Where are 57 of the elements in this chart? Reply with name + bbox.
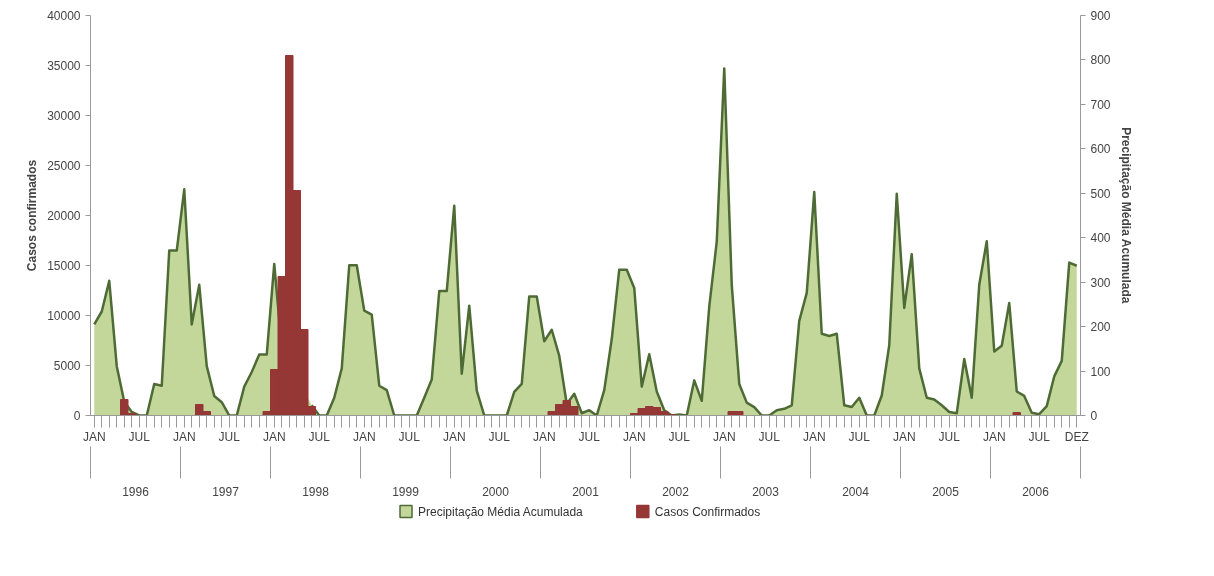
y-tick-label: 25000 (47, 159, 81, 173)
x-tick-label: DEZ (1064, 429, 1089, 444)
y2-tick-label: 700 (1090, 97, 1111, 112)
y-tick-label: 30000 (47, 109, 81, 123)
x-tick-label: JUL (938, 429, 961, 444)
y2-axis-title: Precipitação Média Acumulada (1118, 127, 1133, 304)
x-tick-label: JUL (1028, 429, 1051, 444)
y2-tick-label: 800 (1090, 53, 1111, 68)
text: 1996 (122, 484, 150, 499)
y2-tick-label: 300 (1090, 275, 1111, 290)
text: 2000 (482, 484, 510, 499)
x-tick-label: JAN (82, 429, 106, 444)
x-tick-label: JAN (172, 429, 196, 444)
text: 2002 (662, 484, 690, 499)
x-tick-label: JUL (488, 429, 511, 444)
y2-tick-label: 200 (1090, 320, 1111, 335)
x-tick-label: JUL (758, 429, 781, 444)
y-tick-label: 15000 (47, 259, 81, 273)
y2-tick-label: 100 (1090, 364, 1111, 379)
text: 2006 (1022, 484, 1050, 499)
y2-tick-label: 400 (1090, 231, 1111, 246)
x-tick-label: JUL (398, 429, 421, 444)
text: 1999 (392, 484, 420, 499)
y-axis-title: Casos confirmados (25, 159, 40, 272)
y-tick-label: 10000 (47, 309, 81, 323)
text: 1998 (302, 484, 330, 499)
x-tick-label: JAN (532, 429, 556, 444)
x-tick-label: JUL (218, 429, 241, 444)
y2-tick-label: 0 (1090, 409, 1098, 423)
x-tick-label: JUL (128, 429, 151, 444)
y-tick-label: 5000 (53, 359, 81, 373)
x-tick-label: JUL (668, 429, 691, 444)
x-tick-label: JAN (262, 429, 286, 444)
legend-label: Precipitação Média Acumulada (418, 504, 584, 519)
x-tick-label: JAN (712, 429, 736, 444)
x-tick-label: JUL (308, 429, 331, 444)
x-tick-label: JAN (442, 429, 466, 444)
x-tick-label: JAN (892, 429, 916, 444)
x-tick-label: JAN (982, 429, 1006, 444)
text: 2003 (752, 484, 780, 499)
y2-tick-label: 900 (1090, 9, 1111, 23)
y-tick-label: 0 (73, 409, 81, 423)
text: 2001 (572, 484, 600, 499)
text: 2005 (932, 484, 960, 499)
x-tick-label: JAN (622, 429, 646, 444)
text: 1997 (212, 484, 240, 499)
y-tick-label: 35000 (47, 59, 81, 73)
y2-tick-label: 500 (1090, 186, 1111, 201)
text: 2004 (842, 484, 870, 499)
legend-label: Casos Confirmados (654, 504, 761, 519)
y2-tick-label: 600 (1090, 142, 1111, 157)
x-tick-label: JAN (352, 429, 376, 444)
y-tick-label: 40000 (47, 9, 81, 23)
x-tick-label: JUL (578, 429, 601, 444)
x-tick-label: JUL (848, 429, 871, 444)
y-tick-label: 20000 (47, 209, 81, 223)
x-tick-label: JAN (802, 429, 826, 444)
